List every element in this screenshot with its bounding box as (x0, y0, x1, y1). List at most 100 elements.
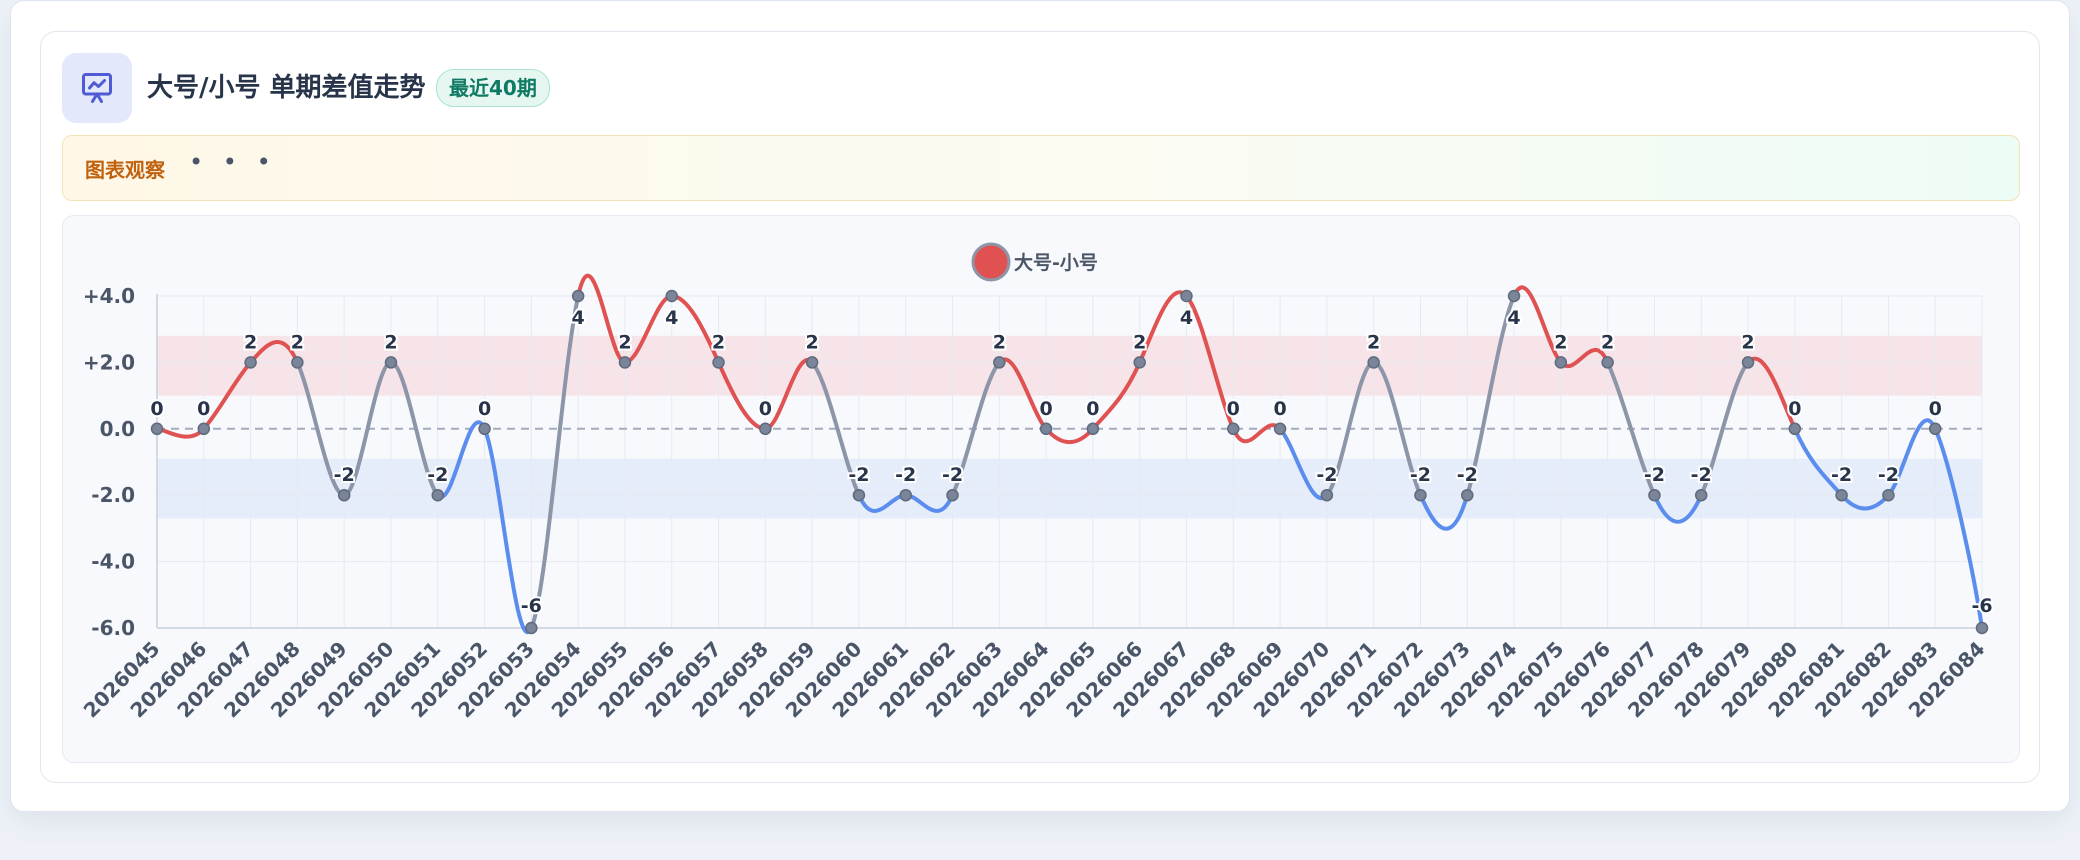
data-label: -2 (427, 464, 448, 486)
data-label: 2 (806, 331, 819, 353)
data-point-2026049[interactable] (337, 488, 351, 502)
observation-label: 图表观察 (85, 158, 165, 182)
series-line-segment (1699, 360, 1751, 498)
data-label: 2 (1741, 331, 1754, 353)
data-label: 2 (1601, 331, 1614, 353)
data-label: 2 (1367, 331, 1380, 353)
data-label: 2 (993, 331, 1006, 353)
data-point-2026078[interactable] (1694, 488, 1708, 502)
data-point-2026065[interactable] (1086, 422, 1100, 436)
observation-banner: 图表观察 • • • (62, 135, 2020, 201)
series-line-segment (1792, 426, 1844, 498)
series-line-segment (482, 426, 534, 634)
series-line-segment (1605, 360, 1657, 498)
data-label: 4 (572, 307, 585, 329)
data-point-2026069[interactable] (1273, 422, 1287, 436)
data-label: 2 (291, 331, 304, 353)
data-point-2026079[interactable] (1741, 356, 1755, 369)
series-line-segment (155, 426, 206, 439)
series-line-segment (248, 340, 300, 365)
data-point-2026045[interactable] (150, 422, 164, 436)
data-point-2026060[interactable] (852, 488, 866, 502)
data-point-2026052[interactable] (478, 422, 491, 436)
y-tick-label: 0.0 (100, 417, 135, 441)
y-tick-label: -6.0 (91, 616, 135, 640)
series-line-segment (810, 360, 861, 498)
data-label: -6 (1971, 595, 1992, 617)
data-point-2026074[interactable] (1507, 289, 1521, 303)
y-tick-label: +2.0 (83, 350, 135, 374)
data-point-2026072[interactable] (1414, 488, 1427, 502)
data-point-2026082[interactable] (1882, 488, 1895, 502)
data-label: -2 (1316, 464, 1337, 486)
data-point-2026084[interactable] (1975, 621, 1989, 635)
series-line-segment (1090, 360, 1142, 431)
outer-container: 大号/小号 单期差值走势 最近40期 图表观察 • • • 0 0 2 2 -2 2 -2 0… (10, 0, 2070, 812)
series-line-segment (201, 360, 253, 431)
series-line-segment (1933, 426, 1984, 630)
data-point-2026055[interactable] (618, 356, 632, 369)
data-label: 0 (1227, 398, 1240, 420)
data-point-2026054[interactable] (571, 289, 585, 303)
data-label: 0 (1086, 398, 1099, 420)
series-line-segment (1184, 294, 1236, 431)
data-point-2026064[interactable] (1039, 422, 1053, 436)
data-point-2026051[interactable] (431, 488, 445, 502)
data-point-2026059[interactable] (805, 356, 819, 369)
y-tick-label: -2.0 (91, 483, 135, 507)
data-point-2026050[interactable] (384, 356, 398, 369)
data-label: 0 (197, 398, 210, 420)
data-point-2026047[interactable] (244, 356, 257, 369)
data-label: -2 (1410, 464, 1431, 486)
data-label: -2 (334, 464, 355, 486)
data-point-2026056[interactable] (665, 289, 678, 303)
series-line-segment (1652, 493, 1704, 524)
data-label: -2 (1644, 464, 1665, 486)
data-point-2026058[interactable] (759, 422, 772, 436)
data-point-2026048[interactable] (291, 356, 304, 369)
data-point-2026075[interactable] (1554, 356, 1568, 369)
data-point-2026070[interactable] (1320, 488, 1334, 502)
data-point-2026057[interactable] (712, 356, 725, 369)
band-0 (157, 335, 1982, 396)
data-point-2026076[interactable] (1601, 356, 1614, 369)
series-line-segment (295, 360, 347, 498)
data-point-2026067[interactable] (1180, 289, 1193, 303)
data-point-2026083[interactable] (1928, 422, 1942, 436)
series-line-segment (1324, 360, 1376, 498)
chart-card: 大号/小号 单期差值走势 最近40期 图表观察 • • • 0 0 2 2 -2 2 -2 0… (40, 31, 2040, 783)
data-label: 0 (759, 398, 772, 420)
data-point-2026073[interactable] (1461, 488, 1474, 502)
data-label: 0 (1929, 398, 1942, 420)
data-point-2026077[interactable] (1648, 488, 1661, 502)
difference-line-chart: 0 0 2 2 -2 2 -2 0 -6 4 2 4 2 0 2 -2 -2 -2 2 0 0 2 4 0 0 -2 2 -2 -2 4 2… (79, 242, 1995, 722)
data-point-2026081[interactable] (1835, 488, 1848, 502)
data-label: 0 (150, 398, 163, 420)
data-label: -6 (521, 595, 542, 617)
legend-label[interactable]: 大号-小号 (1014, 251, 1098, 274)
data-label: -2 (1878, 464, 1899, 486)
data-label: 2 (618, 331, 631, 353)
data-label: -2 (942, 464, 963, 486)
series-line-segment (1886, 418, 1938, 498)
data-label: 0 (1039, 398, 1052, 420)
data-point-2026080[interactable] (1788, 422, 1802, 436)
legend-marker[interactable] (971, 242, 1011, 282)
data-point-2026061[interactable] (899, 488, 912, 502)
data-point-2026046[interactable] (197, 422, 211, 436)
band-1 (157, 458, 1982, 519)
period-badge: 最近40期 (436, 69, 550, 107)
more-dots-icon[interactable]: • • • (189, 148, 277, 176)
series-line-segment (1512, 285, 1563, 365)
series-line-segment (576, 273, 627, 365)
data-label: 4 (1180, 307, 1193, 329)
data-label: 2 (712, 331, 725, 353)
data-point-2026066[interactable] (1133, 356, 1146, 369)
chart-panel: 0 0 2 2 -2 2 -2 0 -6 4 2 4 2 0 2 -2 -2 -2 2 0 0 2 4 0 0 -2 2 -2 -2 4 2… (62, 215, 2020, 763)
data-point-2026053[interactable] (525, 621, 538, 635)
data-point-2026062[interactable] (946, 488, 959, 502)
data-point-2026071[interactable] (1367, 356, 1380, 369)
data-point-2026063[interactable] (993, 356, 1006, 369)
series-line-segment (1044, 426, 1095, 445)
data-point-2026068[interactable] (1227, 422, 1240, 436)
